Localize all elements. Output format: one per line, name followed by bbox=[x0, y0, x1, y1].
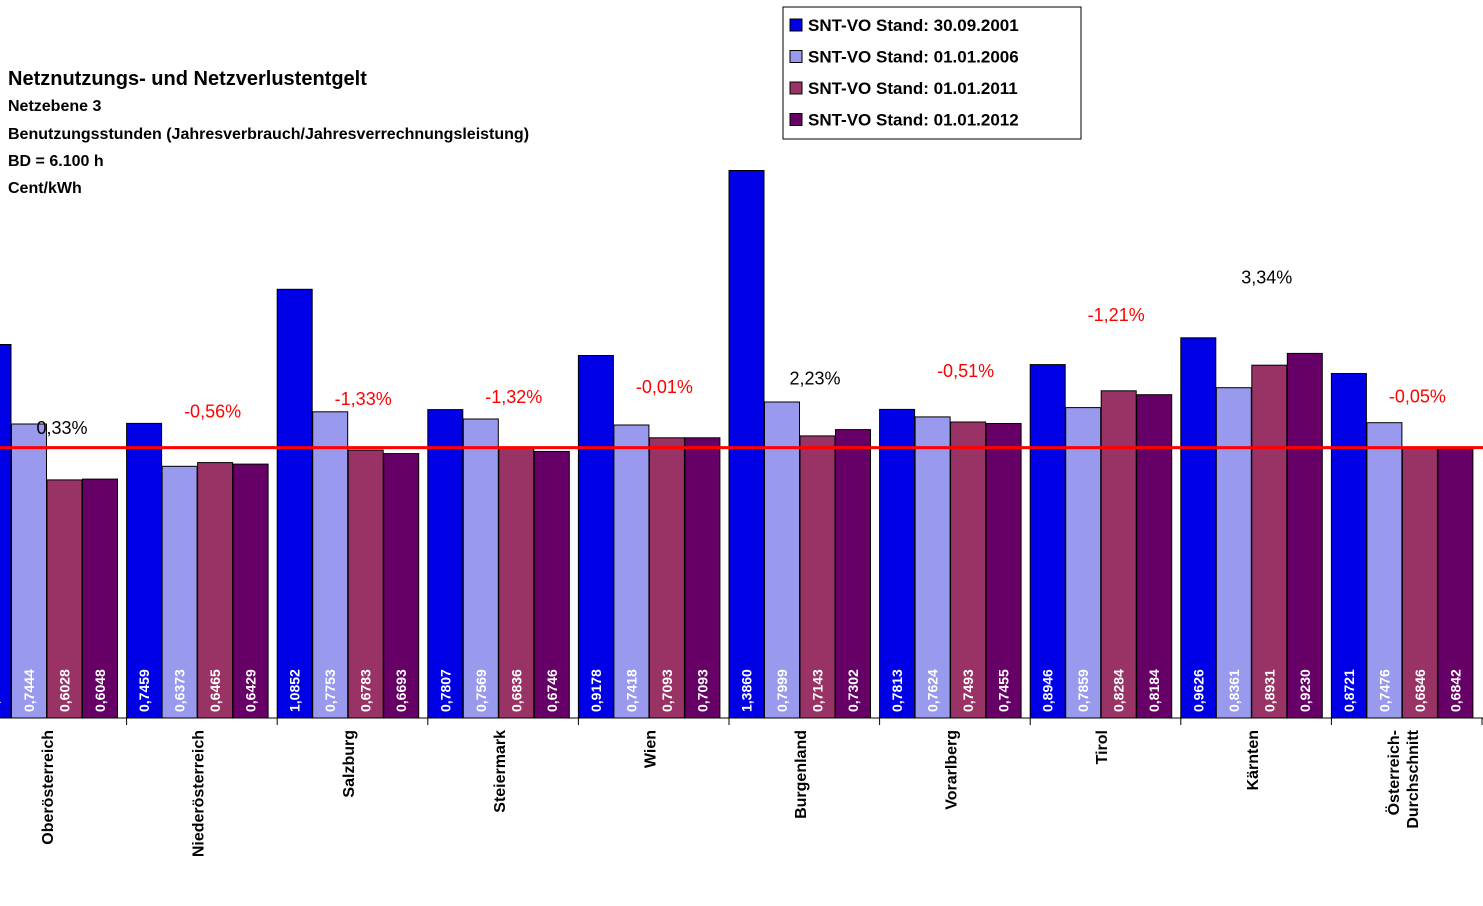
bar-value-label: 0,7753 bbox=[322, 669, 338, 712]
bar-value-label: 0,6048 bbox=[92, 669, 108, 712]
bar-value-label: 0,7302 bbox=[845, 669, 861, 712]
bar-value-label: 0,6465 bbox=[207, 669, 223, 712]
change-label-burgenland: 2,23% bbox=[789, 369, 840, 389]
change-label-nieder-sterreich: -0,56% bbox=[184, 402, 241, 422]
x-tick-label-ober-sterreich: Oberösterreich bbox=[40, 730, 57, 845]
bar-tirol-series-1 bbox=[1030, 365, 1065, 718]
bar-value-label: 0,6429 bbox=[243, 669, 259, 712]
legend-label-series-4: SNT-VO Stand: 01.01.2012 bbox=[808, 111, 1019, 130]
bar-value-label: 0,7093 bbox=[659, 669, 675, 712]
chart-subtitle-usage-hours: Benutzungsstunden (Jahresverbrauch/Jahre… bbox=[8, 126, 529, 143]
change-label-steiermark: -1,32% bbox=[485, 387, 542, 407]
chart-subtitle-unit: Cent/kWh bbox=[8, 180, 82, 197]
bar-value-label: 0,7813 bbox=[889, 669, 905, 712]
bar-value-label: 0,9178 bbox=[588, 669, 604, 712]
bar-k-rnten-series-2 bbox=[1216, 388, 1251, 718]
bar-value-label: 0,9455 bbox=[0, 669, 2, 712]
x-tick-label-steiermark: Steiermark bbox=[492, 730, 509, 813]
bar-sterreich-durchschnitt-series-1 bbox=[1331, 374, 1366, 719]
chart-subtitle-bd: BD = 6.100 h bbox=[8, 153, 104, 170]
bar-k-rnten-series-3 bbox=[1252, 365, 1287, 718]
bar-value-label: 0,7859 bbox=[1075, 669, 1091, 712]
bar-value-label: 0,7493 bbox=[960, 669, 976, 712]
bar-tirol-series-3 bbox=[1101, 391, 1136, 718]
x-tick-label-wien: Wien bbox=[642, 730, 659, 768]
change-label-salzburg: -1,33% bbox=[335, 389, 392, 409]
bar-value-label: 0,8184 bbox=[1146, 669, 1162, 712]
change-label-ober-sterreich: 0,33% bbox=[36, 418, 87, 438]
legend-label-series-3: SNT-VO Stand: 01.01.2011 bbox=[808, 79, 1018, 98]
legend-swatch-series-3 bbox=[790, 82, 802, 94]
change-label-sterreich-durchschnitt: -0,05% bbox=[1389, 387, 1446, 407]
x-tick-label-burgenland: Burgenland bbox=[793, 730, 810, 819]
bar-value-label: 0,8946 bbox=[1040, 669, 1056, 712]
legend: SNT-VO Stand: 30.09.2001 SNT-VO Stand: 01… bbox=[783, 7, 1081, 139]
legend-swatch-series-2 bbox=[790, 51, 802, 63]
bar-value-label: 0,6693 bbox=[393, 669, 409, 712]
bar-burgenland-series-1 bbox=[729, 171, 764, 719]
bar-value-label: 0,8284 bbox=[1111, 669, 1127, 712]
change-label-vorarlberg: -0,51% bbox=[937, 361, 994, 381]
bar-k-rnten-series-1 bbox=[1181, 338, 1216, 718]
bar-value-label: 0,8721 bbox=[1341, 669, 1357, 712]
bar-value-label: 0,8931 bbox=[1261, 669, 1277, 712]
x-axis: Oberösterreich Niederösterreich Salzburg St… bbox=[0, 718, 1483, 857]
bar-value-label: 0,9230 bbox=[1297, 669, 1313, 712]
change-label-k-rnten: 3,34% bbox=[1241, 267, 1292, 287]
bar-value-label: 0,7418 bbox=[623, 669, 639, 712]
legend-label-series-1: SNT-VO Stand: 30.09.2001 bbox=[808, 16, 1019, 35]
legend-swatch-series-4 bbox=[790, 114, 802, 126]
change-label-wien: -0,01% bbox=[636, 377, 693, 397]
bar-value-label: 1,0852 bbox=[287, 669, 303, 712]
bar-value-label: 0,7569 bbox=[473, 669, 489, 712]
chart-title: Netznutzungs- und Netzverlustentgelt bbox=[8, 68, 367, 90]
x-tick-label-durchschnitt: Durchschnitt bbox=[1405, 729, 1422, 828]
bar-value-label: 0,7999 bbox=[774, 669, 790, 712]
bar-salzburg-series-1 bbox=[277, 289, 312, 718]
x-tick-label-k-rnten: Kärnten bbox=[1245, 730, 1262, 790]
bar-value-label: 0,6028 bbox=[57, 669, 73, 712]
bar-value-label: 0,6846 bbox=[1412, 669, 1428, 712]
bar-value-label: 0,7444 bbox=[21, 669, 37, 712]
bar-value-label: 0,6842 bbox=[1447, 669, 1463, 712]
x-tick-label-tirol: Tirol bbox=[1094, 730, 1111, 764]
bar-value-label: 0,7476 bbox=[1376, 669, 1392, 712]
x-tick-label-vorarlberg: Vorarlberg bbox=[944, 730, 961, 810]
x-tick-label-nieder-sterreich: Niederösterreich bbox=[191, 730, 208, 857]
x-tick-label-sterreich: Österreich- bbox=[1384, 730, 1403, 815]
x-tick-label-salzburg: Salzburg bbox=[341, 730, 358, 798]
bar-k-rnten-series-4 bbox=[1287, 353, 1322, 718]
bar-value-label: 0,6373 bbox=[172, 669, 188, 712]
bar-value-label: 0,8361 bbox=[1226, 669, 1242, 712]
change-label-tirol: -1,21% bbox=[1088, 305, 1145, 325]
bar-ober-sterreich-series-1 bbox=[0, 345, 11, 719]
bars-group: 0,9455 0,7444 0,6028 0,6048 0,7459 0,6373 0,64… bbox=[0, 171, 1473, 719]
bar-value-label: 0,7624 bbox=[925, 669, 941, 712]
legend-swatch-series-1 bbox=[790, 19, 802, 31]
bar-value-label: 0,6746 bbox=[544, 669, 560, 712]
bar-value-label: 0,7455 bbox=[996, 669, 1012, 712]
bar-value-label: 0,7093 bbox=[694, 669, 710, 712]
bar-value-label: 1,3860 bbox=[739, 669, 755, 712]
bar-value-label: 0,6783 bbox=[358, 669, 374, 712]
legend-label-series-2: SNT-VO Stand: 01.01.2006 bbox=[808, 48, 1019, 67]
chart-subtitle-voltage-level: Netzebene 3 bbox=[8, 98, 101, 115]
bar-value-label: 0,7807 bbox=[437, 669, 453, 712]
bar-wien-series-1 bbox=[578, 356, 613, 719]
bar-value-label: 0,7459 bbox=[136, 669, 152, 712]
bar-value-label: 0,7143 bbox=[810, 669, 826, 712]
bar-value-label: 0,9626 bbox=[1190, 669, 1206, 712]
bar-value-label: 0,6836 bbox=[508, 669, 524, 712]
